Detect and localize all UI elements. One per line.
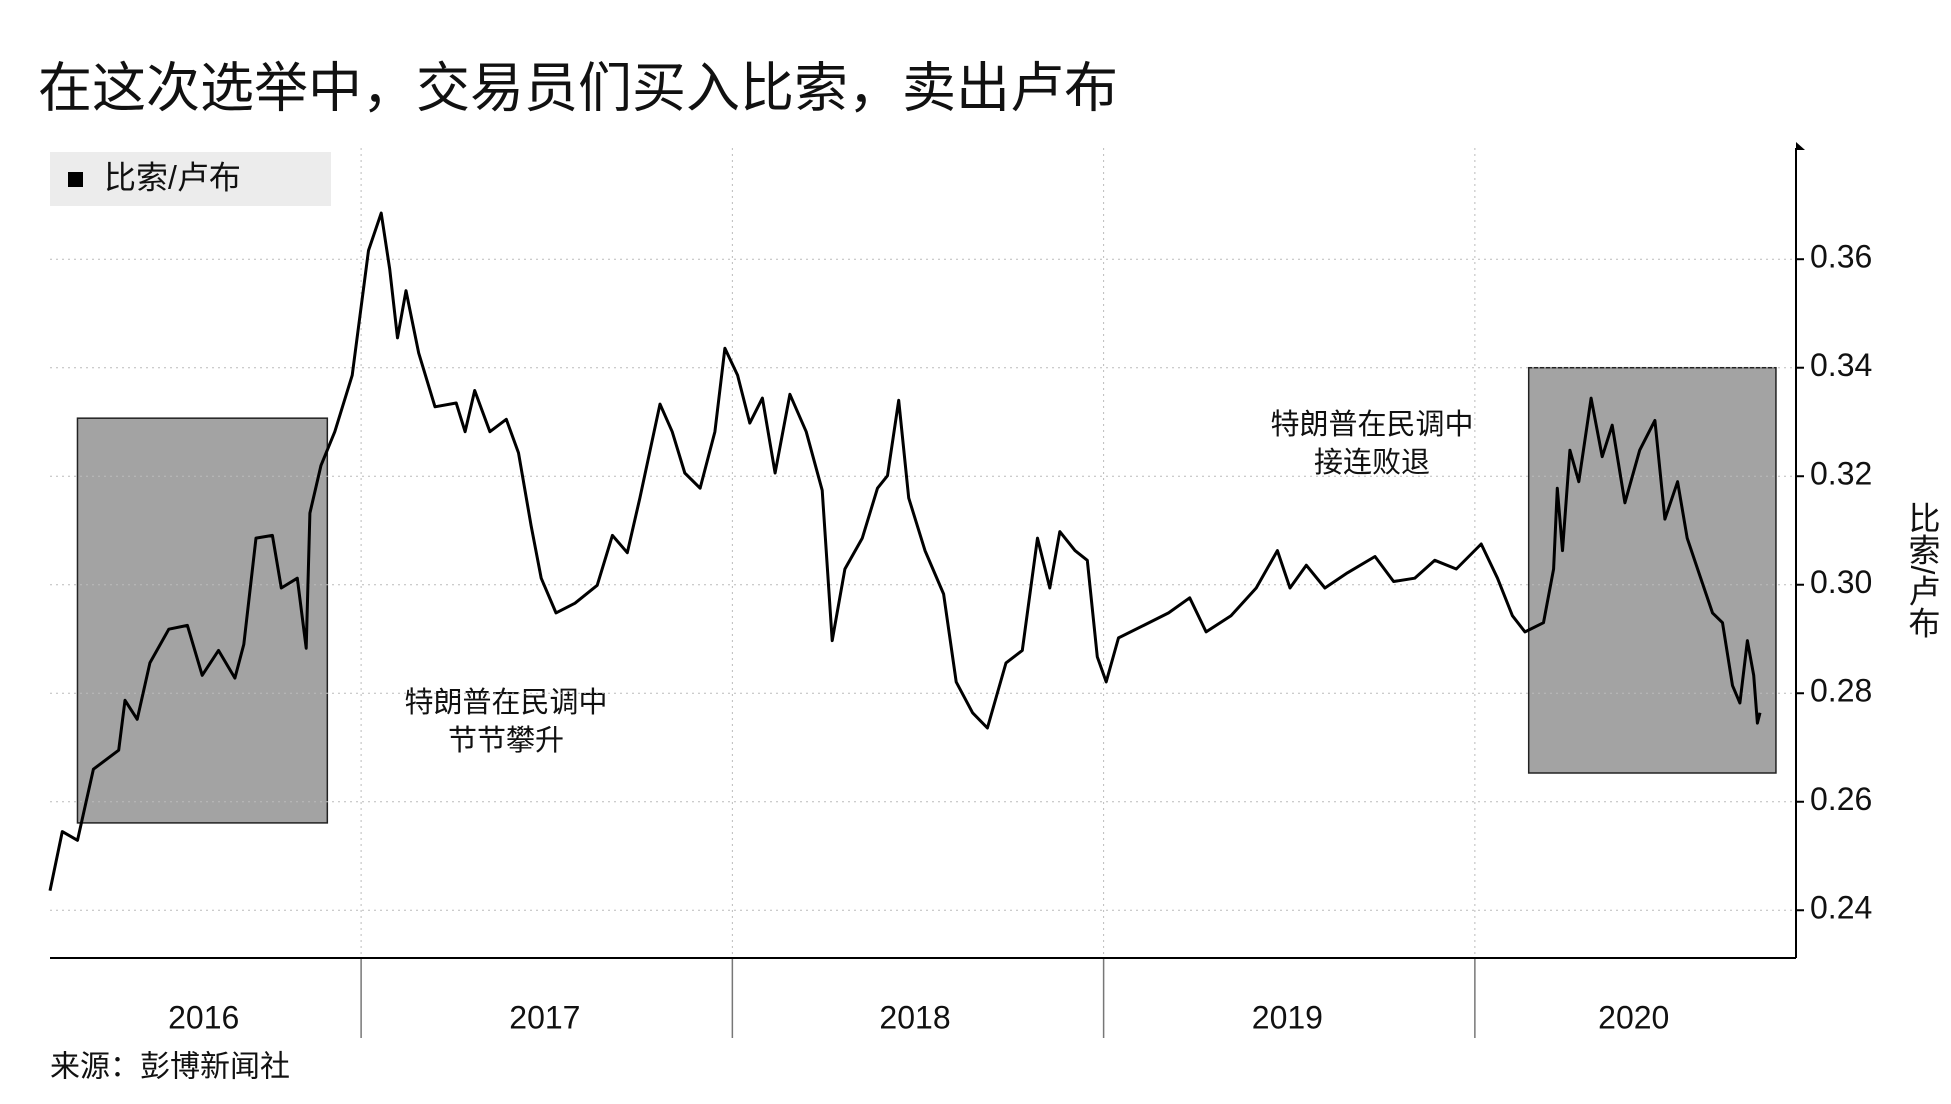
- highlight-region: [76, 417, 329, 824]
- y-tick-label: 0.34: [1810, 347, 1872, 383]
- annotation: 特朗普在民调中: [1270, 407, 1473, 441]
- y-tick-label: 0.26: [1810, 781, 1872, 817]
- annotation: 接连败退: [1314, 445, 1430, 479]
- source: 来源：彭博新闻社: [50, 1050, 290, 1085]
- axis-arrow: [1796, 142, 1805, 150]
- legend-box: [50, 152, 331, 206]
- legend-label: 比索/卢布: [104, 159, 241, 195]
- highlight-region: [1527, 366, 1777, 774]
- x-tick-label: 2019: [1252, 999, 1323, 1035]
- y-tick-label: 0.36: [1810, 239, 1872, 275]
- annotation: 节节攀升: [448, 723, 564, 757]
- legend-swatch: [68, 172, 83, 187]
- x-tick-label: 2016: [168, 999, 239, 1035]
- chart-title: 在这次选举中，交易员们买入比索，卖出卢布: [38, 57, 1118, 120]
- y-tick-label: 0.30: [1810, 564, 1872, 600]
- y-tick-label: 0.28: [1810, 673, 1872, 709]
- x-tick-label: 2020: [1598, 999, 1669, 1035]
- y-tick-label: 0.32: [1810, 456, 1872, 492]
- annotation: 特朗普在民调中: [404, 685, 607, 719]
- data-line: [48, 211, 1762, 892]
- y-axis-label: 比索/卢布: [1905, 502, 1941, 639]
- y-tick-label: 0.24: [1810, 890, 1872, 926]
- x-tick-label: 2017: [509, 999, 580, 1035]
- x-tick-label: 2018: [879, 999, 950, 1035]
